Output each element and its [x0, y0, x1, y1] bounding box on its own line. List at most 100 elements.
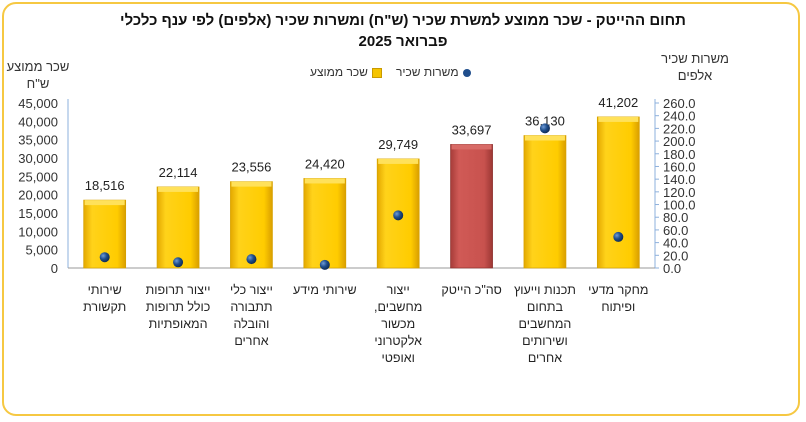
bar-6: [523, 135, 567, 269]
category-label-line: ושירותים: [522, 334, 568, 348]
category-label-line: המחשבים: [518, 317, 572, 331]
left-axis-tick-label: 20,000: [18, 188, 58, 203]
left-axis-tick-label: 25,000: [18, 169, 58, 184]
right-axis-tick-label: 240.0: [663, 109, 696, 124]
left-axis-title-line: שכר ממוצע: [6, 59, 70, 74]
legend-bar-icon: [371, 67, 382, 78]
bar-5: [450, 144, 493, 269]
jobs-point-1: [173, 257, 184, 268]
bar-top-bevel-1: [158, 186, 199, 192]
right-axis-tick-label: 20.0: [663, 248, 688, 263]
jobs-point-6: [539, 123, 550, 134]
left-axis-tick-label: 45,000: [18, 96, 58, 111]
bar-value-label: 22,114: [159, 165, 198, 180]
category-label-line: תקשורת: [83, 300, 127, 314]
bar-3: [303, 178, 347, 269]
jobs-point-4: [393, 210, 404, 221]
bar-top-bevel-0: [84, 200, 125, 206]
category-label: מחקר מדעי ופיתוח: [582, 282, 654, 316]
bar-top-bevel-4: [378, 158, 419, 164]
category-label: שירותי תקשורת: [69, 282, 141, 316]
right-axis-tick-label: 200.0: [663, 134, 696, 149]
category-label-line: ייצור: [386, 283, 410, 297]
bar-value-label: 41,202: [598, 95, 638, 110]
category-label-line: אחרים: [234, 334, 269, 348]
left-axis-tick-label: 40,000: [18, 114, 58, 129]
category-label: ייצור כלי תתבורה והובלה אחרים: [215, 282, 287, 350]
bar-value-label: 18,516: [85, 178, 125, 193]
bar-value-label: 24,420: [305, 156, 345, 171]
category-label-line: והובלה: [233, 317, 270, 331]
bar-value-label: 29,749: [378, 137, 418, 152]
category-label-line: כולל תרופות: [145, 300, 211, 314]
category-label-line: מחשבים,: [374, 300, 423, 314]
bar-top-bevel-3: [304, 178, 345, 184]
right-axis-tick-label: 160.0: [663, 159, 696, 174]
right-axis-tick-label: 80.0: [663, 210, 688, 225]
legend-label: שכר ממוצע: [310, 65, 368, 79]
bar-1: [156, 186, 200, 269]
bar-top-bevel-5: [451, 144, 492, 150]
legend-item-wage: שכר ממוצע: [310, 65, 382, 79]
category-label-line: ופיתוח: [601, 300, 636, 314]
left-axis-tick-label: 5,000: [25, 243, 58, 258]
category-label-line: ואופטי: [381, 351, 415, 365]
category-label-line: סה"כ הייטק: [441, 283, 502, 297]
category-label-line: שירותי: [87, 283, 122, 297]
left-axis-tick-label: 10,000: [18, 224, 58, 239]
right-axis-tick-label: 40.0: [663, 236, 688, 251]
right-axis-tick-label: 140.0: [663, 172, 696, 187]
right-axis-tick-label: 260.0: [663, 96, 696, 111]
legend-dot-icon: [462, 68, 471, 77]
right-axis-title: משרות שכיר אלפים: [650, 50, 740, 84]
right-axis-tick-label: 220.0: [663, 121, 696, 136]
right-axis-tick-label: 180.0: [663, 147, 696, 162]
right-axis-tick-label: 60.0: [663, 223, 688, 238]
category-label: סה"כ הייטק: [436, 282, 508, 299]
category-label-line: המאופתיות: [148, 317, 208, 331]
right-axis-title-line: אלפים: [677, 68, 713, 83]
category-label-line: שירותי מידע: [292, 283, 357, 297]
legend-item-jobs: משרות שכיר: [396, 65, 471, 79]
right-axis-tick-label: 120.0: [663, 185, 696, 200]
category-label-line: מחקר מדעי: [588, 283, 649, 297]
category-label-line: תכנות וייעוץ: [513, 283, 576, 297]
bar-top-bevel-2: [231, 181, 272, 187]
jobs-point-2: [246, 254, 257, 265]
legend-label: משרות שכיר: [395, 65, 459, 79]
chart-frame: [2, 2, 800, 416]
jobs-point-7: [613, 231, 624, 242]
category-label: ייצור מחשבים, מכשור אלקטרוני ואופטי: [362, 282, 434, 367]
bar-2: [230, 181, 273, 269]
bar-value-label: 36,130: [525, 114, 565, 129]
category-label-line: ייצור תרופות: [145, 283, 211, 297]
right-axis-tick-label: 0.0: [663, 261, 681, 276]
category-label-line: מכשור: [381, 317, 416, 331]
left-axis-title-line: ש"ח: [26, 76, 50, 91]
category-label: תכנות וייעוץ בתחום המחשבים ושירותים אחרים: [509, 282, 581, 367]
bar-top-bevel-6: [524, 135, 565, 141]
category-label-line: בתחום: [526, 300, 563, 314]
right-axis-tick-label: 100.0: [663, 198, 696, 213]
left-axis-tick-label: 15,000: [18, 206, 58, 221]
left-axis-tick-label: 35,000: [18, 133, 58, 148]
category-label-line: אחרים: [527, 351, 563, 365]
bar-value-label: 23,556: [232, 160, 272, 175]
category-label-line: ייצור כלי: [229, 283, 273, 297]
bar-7: [596, 116, 640, 269]
category-label: ייצור תרופות כולל תרופות המאופתיות: [142, 282, 214, 333]
bar-value-label: 33,697: [452, 122, 492, 137]
left-axis-tick-label: 30,000: [18, 151, 58, 166]
legend: משרות שכיר שכר ממוצע: [310, 65, 471, 79]
left-axis-tick-label: 0: [51, 261, 58, 276]
left-axis-title: שכר ממוצע ש"ח: [4, 58, 72, 92]
chart-subtitle: פברואר 2025: [358, 33, 448, 50]
chart-title: תחום ההייטק - שכר ממוצע למשרת שכיר (ש"ח)…: [120, 12, 686, 29]
bar-top-bevel-7: [598, 116, 639, 122]
right-axis-title-line: משרות שכיר: [661, 51, 729, 66]
category-label-line: אלקטרוני: [374, 334, 423, 348]
category-label: שירותי מידע: [289, 282, 361, 299]
jobs-point-0: [99, 252, 110, 263]
jobs-point-3: [319, 259, 330, 270]
